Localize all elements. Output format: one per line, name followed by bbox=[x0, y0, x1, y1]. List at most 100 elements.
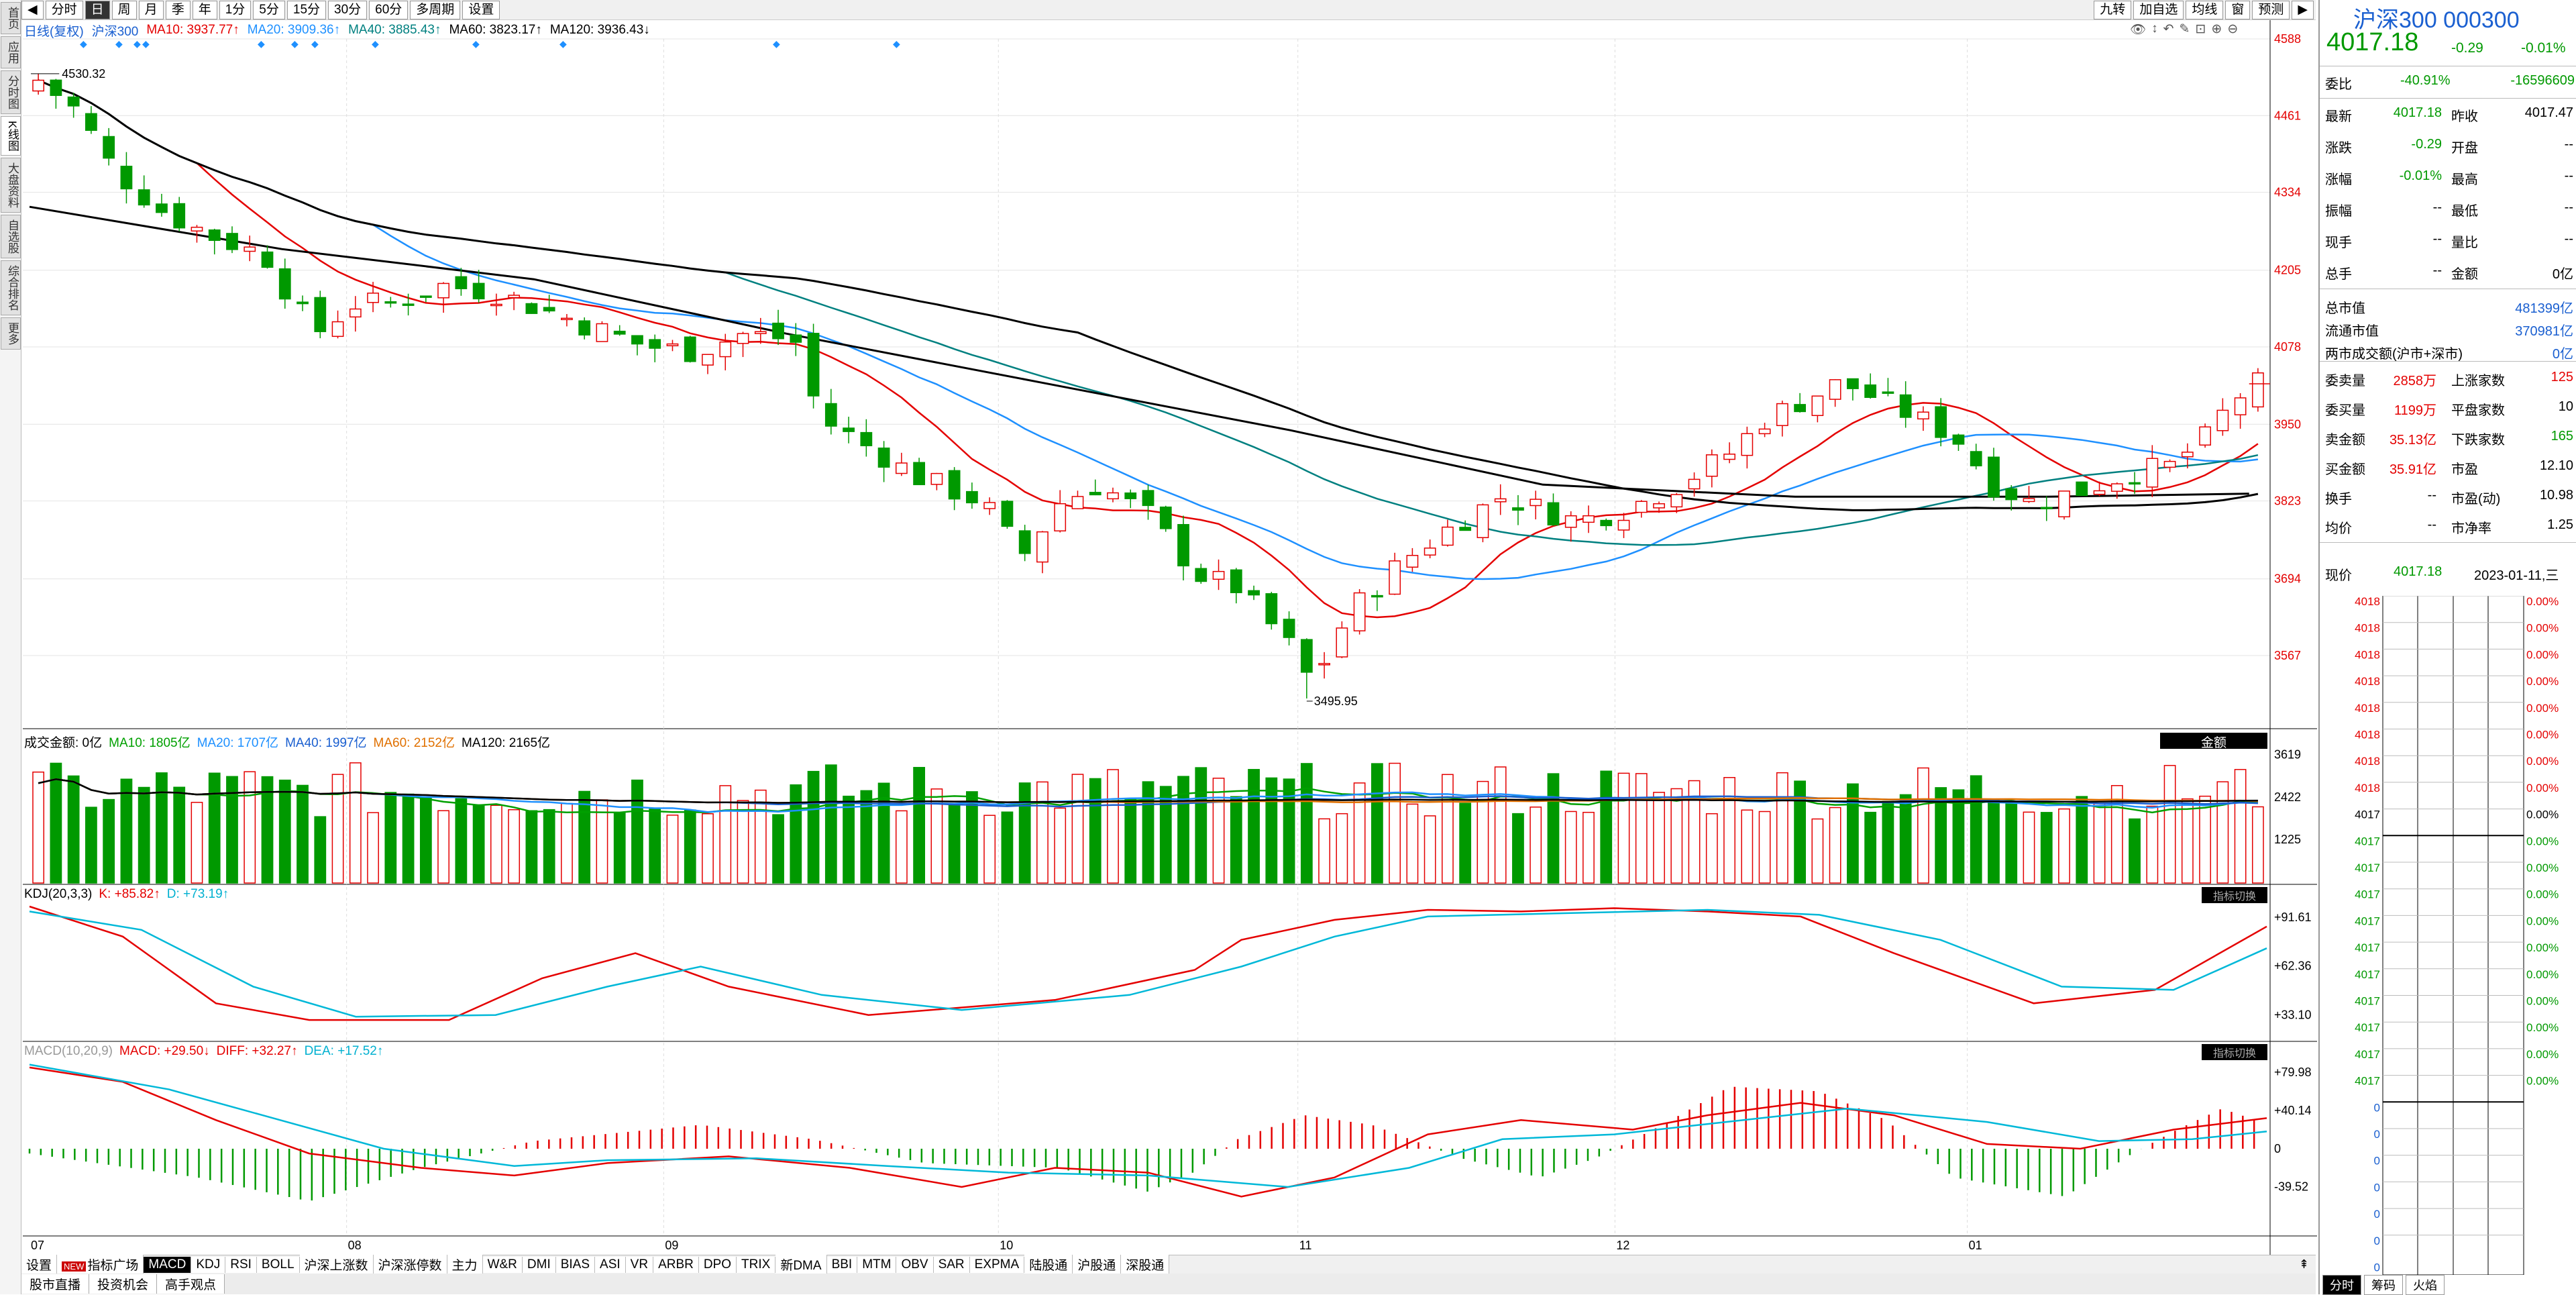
volume-bar[interactable] bbox=[1617, 772, 1630, 884]
volume-bar[interactable] bbox=[2093, 803, 2106, 884]
candle[interactable] bbox=[2040, 507, 2053, 509]
candle[interactable] bbox=[1336, 627, 1348, 658]
candle[interactable] bbox=[913, 462, 926, 486]
volume-bar[interactable] bbox=[966, 791, 978, 884]
candle[interactable] bbox=[1212, 570, 1225, 580]
volume-bar[interactable] bbox=[437, 810, 449, 884]
volume-bar[interactable] bbox=[1459, 802, 1472, 884]
volume-bar[interactable] bbox=[913, 767, 926, 884]
next-arrow-icon[interactable]: ▶ bbox=[2292, 1, 2314, 19]
candle[interactable] bbox=[2023, 498, 2035, 503]
candle[interactable] bbox=[1389, 560, 1401, 595]
candle[interactable] bbox=[138, 189, 150, 206]
volume-bar[interactable] bbox=[719, 785, 732, 884]
indicator-tab-19[interactable]: MTM bbox=[857, 1256, 897, 1273]
candle[interactable] bbox=[631, 335, 643, 345]
candle[interactable] bbox=[1230, 569, 1242, 593]
candle[interactable] bbox=[103, 136, 115, 159]
toolbar-right-4[interactable]: 预测 bbox=[2252, 1, 2290, 19]
indicator-tab-18[interactable]: BBI bbox=[826, 1256, 858, 1273]
volume-bar[interactable] bbox=[208, 772, 221, 884]
period-tab-4[interactable]: 季 bbox=[165, 0, 191, 19]
volume-bar[interactable] bbox=[578, 790, 591, 884]
prev-arrow-icon[interactable]: ◀ bbox=[21, 0, 44, 19]
indicator-tab-9[interactable]: W&R bbox=[482, 1256, 523, 1273]
volume-bar[interactable] bbox=[1705, 813, 1718, 884]
volume-bar[interactable] bbox=[1882, 800, 1894, 884]
event-marker-icon[interactable]: ◆ bbox=[559, 38, 567, 49]
candle[interactable] bbox=[1723, 454, 1735, 460]
indicator-tab-3[interactable]: KDJ bbox=[191, 1256, 226, 1273]
volume-bar[interactable] bbox=[1970, 775, 1982, 884]
candle[interactable] bbox=[930, 472, 943, 485]
candle[interactable] bbox=[2005, 488, 2018, 501]
volume-bar[interactable] bbox=[1988, 798, 2000, 884]
cursor-icon[interactable]: ↕ bbox=[2151, 21, 2158, 36]
volume-bar[interactable] bbox=[156, 772, 168, 884]
candle[interactable] bbox=[772, 322, 784, 340]
indicator-tab-20[interactable]: OBV bbox=[896, 1256, 934, 1273]
volume-bar[interactable] bbox=[2129, 818, 2141, 884]
candle[interactable] bbox=[843, 427, 855, 432]
volume-bar[interactable] bbox=[138, 786, 150, 884]
volume-bar[interactable] bbox=[948, 805, 961, 884]
indicator-tab-16[interactable]: TRIX bbox=[737, 1256, 776, 1273]
indicator-tab-12[interactable]: ASI bbox=[595, 1256, 626, 1273]
volume-bar[interactable] bbox=[103, 798, 115, 884]
volume-bar[interactable] bbox=[1248, 769, 1260, 884]
candle[interactable] bbox=[2110, 483, 2123, 492]
nav-tab-3[interactable]: K线图 bbox=[1, 116, 21, 156]
volume-bar[interactable] bbox=[1864, 811, 1877, 884]
candle[interactable] bbox=[32, 79, 45, 92]
indicator-tab-22[interactable]: EXPMA bbox=[969, 1256, 1025, 1273]
toolbar-right-2[interactable]: 均线 bbox=[2186, 1, 2224, 19]
candle[interactable] bbox=[807, 333, 820, 397]
volume-bar[interactable] bbox=[1935, 787, 1947, 884]
candle[interactable] bbox=[1582, 515, 1595, 523]
candle[interactable] bbox=[1635, 501, 1648, 513]
indicator-tab-23[interactable]: 陆股通 bbox=[1024, 1255, 1073, 1274]
candle[interactable] bbox=[561, 317, 573, 321]
volume-bar[interactable] bbox=[1670, 788, 1683, 884]
candle[interactable] bbox=[1882, 391, 1894, 394]
chart-mode-label[interactable]: 日线(复权) bbox=[24, 24, 84, 39]
candle[interactable] bbox=[613, 330, 626, 335]
candle[interactable] bbox=[2199, 426, 2211, 446]
volume-bar[interactable] bbox=[1336, 813, 1348, 884]
candle[interactable] bbox=[314, 297, 327, 332]
candle[interactable] bbox=[877, 448, 890, 468]
volume-bar[interactable] bbox=[490, 805, 502, 884]
candle[interactable] bbox=[1371, 594, 1383, 598]
volume-bar[interactable] bbox=[2234, 769, 2247, 884]
volume-bar[interactable] bbox=[1811, 818, 1824, 884]
candle[interactable] bbox=[1864, 384, 1877, 398]
volume-bar[interactable] bbox=[278, 779, 291, 884]
candle[interactable] bbox=[702, 354, 714, 366]
volume-bar[interactable] bbox=[525, 810, 538, 884]
candle[interactable] bbox=[120, 166, 133, 190]
collapse-arrow-icon[interactable]: ⇞ bbox=[2298, 1257, 2309, 1271]
volume-bar[interactable] bbox=[2181, 798, 2194, 884]
candle[interactable] bbox=[297, 301, 309, 305]
candle[interactable] bbox=[261, 251, 274, 268]
eye-icon[interactable]: 👁 bbox=[2130, 23, 2147, 37]
candle[interactable] bbox=[1265, 593, 1278, 625]
zoom-out-icon[interactable]: ⊖ bbox=[2227, 22, 2239, 36]
candle[interactable] bbox=[244, 246, 256, 252]
candle[interactable] bbox=[1300, 639, 1313, 673]
candle[interactable] bbox=[1741, 433, 1754, 456]
candle[interactable] bbox=[1988, 456, 2000, 498]
kdj-switch-button[interactable]: 指标切换 bbox=[2202, 887, 2267, 903]
candle[interactable] bbox=[331, 321, 344, 338]
volume-bar[interactable] bbox=[1124, 798, 1137, 884]
candle[interactable] bbox=[1477, 504, 1489, 538]
undo-icon[interactable]: ↶ bbox=[2163, 22, 2174, 36]
volume-bar[interactable] bbox=[1758, 811, 1771, 884]
volume-bar[interactable] bbox=[1265, 777, 1278, 884]
volume-bar[interactable] bbox=[1688, 780, 1701, 884]
volume-bar[interactable] bbox=[1089, 778, 1102, 884]
candle[interactable] bbox=[173, 203, 186, 229]
kline-chart-area[interactable]: 4588 4461 4334 4205 4078 3950 3823 3694 3567 07 08… bbox=[23, 0, 2317, 1255]
candle[interactable] bbox=[684, 336, 696, 362]
candle[interactable] bbox=[1318, 663, 1330, 666]
